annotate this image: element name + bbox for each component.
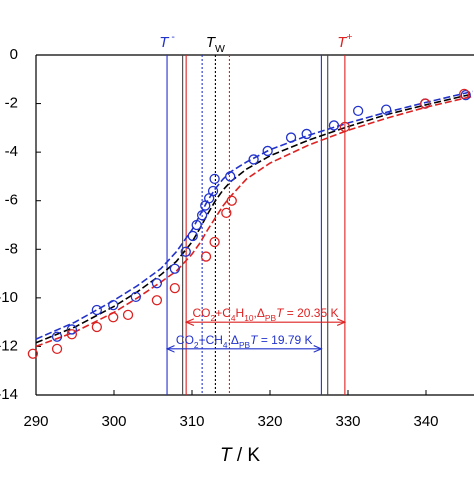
data-point xyxy=(91,304,102,316)
data-point xyxy=(221,207,232,219)
text-part: 4 xyxy=(231,313,236,323)
data-point xyxy=(169,263,180,274)
text-part: + xyxy=(346,31,352,43)
text-part: 4 xyxy=(223,340,228,350)
y-tick-label: -14 xyxy=(0,386,18,403)
data-point xyxy=(51,343,63,355)
text-part: ,Δ xyxy=(228,333,239,347)
text-part: H xyxy=(236,306,245,320)
data-point xyxy=(122,309,134,321)
data-point xyxy=(262,145,273,157)
data-point xyxy=(339,121,351,133)
text-part: / K xyxy=(232,445,261,466)
annotation: T / K xyxy=(220,445,260,466)
x-tick-label: 290 xyxy=(23,413,48,430)
x-tick-label: 340 xyxy=(413,413,438,430)
text-part: - xyxy=(168,31,175,43)
text-part: = 20.35 K xyxy=(283,306,338,320)
data-point xyxy=(191,219,202,231)
text-part: +CH xyxy=(199,333,223,347)
data-point xyxy=(151,295,163,306)
data-point xyxy=(27,348,39,359)
data-point xyxy=(209,173,220,185)
text-part: PB xyxy=(239,340,251,350)
data-point xyxy=(180,246,191,257)
y-tick-label: -6 xyxy=(5,192,18,209)
text-part: T xyxy=(220,445,233,466)
annotation: CO2+C4H10,ΔPBT = 20.35 K xyxy=(193,306,339,323)
text-part: PB xyxy=(265,313,277,323)
text-part: 2 xyxy=(194,340,199,350)
data-point xyxy=(225,171,236,182)
x-tick-label: 330 xyxy=(335,413,360,430)
data-point xyxy=(51,331,63,342)
data-point xyxy=(459,88,470,100)
data-point xyxy=(209,236,220,248)
y-tick-label: 0 xyxy=(10,46,18,63)
text-part: = 19.79 K xyxy=(257,333,312,347)
text-part: T xyxy=(276,306,285,320)
y-tick-label: -2 xyxy=(5,95,18,112)
data-point xyxy=(285,132,297,143)
y-tick-label: -4 xyxy=(5,143,18,160)
data-point xyxy=(151,278,163,289)
annotation: CO2+CH4,ΔPBT = 19.79 K xyxy=(176,333,313,350)
y-tick-label: -12 xyxy=(0,337,18,354)
data-point xyxy=(420,98,431,109)
data-point xyxy=(328,120,340,131)
data-point xyxy=(187,230,198,242)
annotation: T - xyxy=(159,31,175,51)
annotation: T+ xyxy=(337,31,352,51)
text-part: ,Δ xyxy=(254,306,265,320)
x-tick-label: 320 xyxy=(257,413,282,430)
text-part: CO xyxy=(176,333,194,347)
annotation: TW xyxy=(206,34,225,55)
text-part: T xyxy=(250,333,259,347)
data-point xyxy=(226,195,237,206)
data-point xyxy=(207,185,219,197)
model-line xyxy=(35,90,473,340)
data-point xyxy=(196,210,208,221)
data-point xyxy=(66,329,78,340)
data-point xyxy=(91,321,102,333)
data-point xyxy=(108,299,119,311)
data-point xyxy=(66,324,78,335)
data-point xyxy=(200,251,212,262)
model-line xyxy=(35,95,473,348)
data-point xyxy=(460,89,471,101)
data-point xyxy=(130,291,141,303)
data-point xyxy=(248,154,259,165)
text-part: 10 xyxy=(244,313,254,323)
text-part: T xyxy=(159,34,170,51)
text-part: T xyxy=(337,34,348,51)
model-line xyxy=(35,93,473,344)
x-tick-label: 310 xyxy=(179,413,204,430)
text-part: +C xyxy=(215,306,231,320)
y-tick-label: -8 xyxy=(5,240,18,257)
text-part: 2 xyxy=(211,313,216,323)
text-part: T xyxy=(206,34,217,51)
x-tick-label: 300 xyxy=(101,413,126,430)
text-part: CO xyxy=(193,306,211,320)
data-point xyxy=(301,128,312,140)
data-point xyxy=(169,282,180,294)
data-point xyxy=(381,104,392,115)
data-point xyxy=(108,312,119,323)
data-point xyxy=(352,105,364,117)
y-tick-label: -10 xyxy=(0,289,18,306)
text-part: W xyxy=(215,43,225,55)
